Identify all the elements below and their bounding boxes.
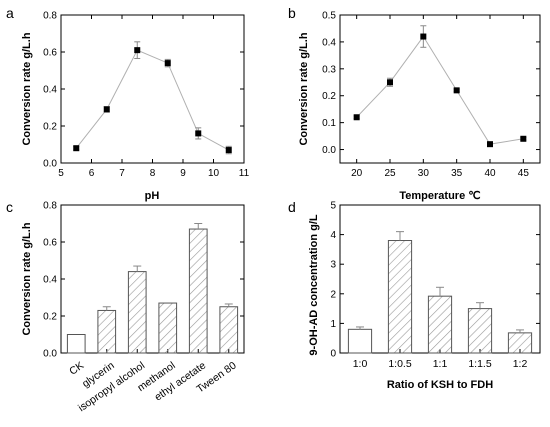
- panel-d-y-tick-label: 2: [330, 289, 336, 300]
- panel-c-y-tick-label: 0.2: [43, 312, 57, 323]
- panel-b-series-line: [356, 35, 524, 145]
- panel-d: d 0 1 2 3 4 5 9-OH-AD concentration g/L Ratio…: [288, 199, 541, 391]
- panel-b-x-tick-label: 35: [451, 168, 463, 179]
- panel-c-bar: [188, 228, 208, 354]
- panel-d-category-label: 1:1.5: [468, 358, 492, 370]
- panel-d-y-tick-label: 1: [330, 319, 336, 330]
- panel-d-category-label: 1:0.5: [388, 358, 412, 370]
- panel-a-x-tick-label: 5: [58, 168, 64, 179]
- panel-b-y-tick-label: 0.5: [322, 11, 336, 22]
- panel-c-y-tick-label: 0.6: [43, 238, 57, 249]
- panel-b-data-point: [420, 33, 427, 40]
- panel-c: c 0.0 0.2 0.4 0.6 0.8 Conversion rate g/L.h: [6, 199, 245, 360]
- panel-b-frame: [339, 14, 541, 164]
- panel-c-bar: [127, 271, 147, 354]
- panel-a-x-tick-label: 10: [208, 168, 220, 179]
- panel-c-letter: c: [6, 199, 13, 215]
- panel-a-data-point: [225, 147, 232, 154]
- panel-a-y-tick-label: 0.2: [43, 122, 57, 133]
- panel-b-y-tick-label: 0.1: [322, 118, 336, 129]
- panel-d-y-tick-label: 4: [330, 230, 336, 241]
- panel-a-x-tick-label: 7: [119, 168, 125, 179]
- panel-b-data-point: [520, 135, 527, 142]
- panel-b-y-tick-label: 0.0: [322, 145, 336, 156]
- panel-a-x-tick-label: 11: [239, 168, 250, 179]
- panel-d-bar: [507, 332, 533, 354]
- panel-d-bar: [387, 240, 413, 354]
- panel-c-category-label: CK: [67, 360, 86, 378]
- panel-a-y-tick-label: 0.0: [43, 159, 57, 170]
- panel-d-category-label: 1:2: [513, 358, 528, 370]
- panel-d-bar: [427, 295, 453, 354]
- panel-a-y-axis-label: Conversion rate g/L.h: [21, 32, 33, 145]
- panel-b: b 0.0 0.1 0.2 0.3 0.4 0.5 20 25 30 35 40 45 Convers…: [288, 5, 541, 202]
- panel-d-x-axis-label: Ratio of KSH to FDH: [387, 379, 493, 391]
- panel-a: a 0.0 0.2 0.4 0.6 0.8 5 6 7 8 9 10 11 Conversion ra…: [6, 5, 250, 202]
- panel-a-frame: [60, 14, 245, 164]
- panel-d-bar: [347, 328, 373, 354]
- panel-d-y-tick-label: 3: [330, 260, 336, 271]
- panel-a-x-tick-label: 9: [180, 168, 186, 179]
- panel-c-bar: [158, 302, 178, 354]
- panel-b-data-point: [387, 79, 393, 86]
- panel-d-letter: d: [288, 199, 296, 215]
- panel-d-y-tick-label: 5: [330, 201, 336, 212]
- panel-b-x-tick-label: 30: [418, 168, 430, 179]
- panel-c-y-axis-label: Conversion rate g/L.h: [21, 222, 33, 335]
- panel-b-y-tick-label: 0.4: [322, 37, 336, 48]
- panel-d-y-tick-label: 0: [330, 349, 336, 360]
- panel-d-y-axis-label: 9-OH-AD concentration g/L: [308, 214, 320, 355]
- panel-a-data-point: [195, 130, 202, 137]
- panel-b-y-axis-label: Conversion rate g/L.h: [298, 32, 310, 145]
- panel-b-data-point: [353, 114, 360, 121]
- panel-a-series-line: [75, 49, 229, 151]
- panel-b-x-tick-label: 45: [518, 168, 530, 179]
- panel-c-bar: [66, 334, 86, 354]
- panel-b-letter: b: [288, 5, 296, 21]
- panel-b-x-axis-label: Temperature ℃: [399, 190, 480, 202]
- panel-b-y-tick-label: 0.2: [322, 91, 336, 102]
- panel-c-bar: [219, 306, 239, 354]
- panel-b-y-tick-label: 0.3: [322, 64, 336, 75]
- panel-a-data-point: [73, 145, 80, 152]
- panel-a-x-tick-label: 8: [150, 168, 156, 179]
- panel-c-y-tick-label: 0.0: [43, 349, 57, 360]
- panel-a-ticks: 0.0 0.2 0.4 0.6 0.8 5 6 7 8 9 10 11: [43, 11, 250, 180]
- panel-d-marks: 1:0 1:0.5 1:1 1:1.5 1:2: [347, 231, 533, 370]
- panel-a-marks: [73, 41, 232, 155]
- panel-b-x-tick-label: 40: [484, 168, 496, 179]
- panel-d-category-label: 1:0: [353, 358, 368, 370]
- panel-a-x-axis-label: pH: [145, 190, 160, 202]
- panel-c-y-tick-label: 0.8: [43, 201, 57, 212]
- panel-d-bar: [467, 308, 493, 354]
- panel-a-y-tick-label: 0.4: [43, 85, 57, 96]
- panel-c-y-tick-label: 0.4: [43, 275, 57, 286]
- panel-a-x-tick-label: 6: [89, 168, 95, 179]
- panel-a-letter: a: [6, 5, 14, 21]
- panel-c-bar: [97, 309, 117, 354]
- panel-a-y-tick-label: 0.6: [43, 48, 57, 59]
- panel-b-data-point: [487, 141, 493, 148]
- panel-c-frame: [60, 204, 245, 354]
- panel-a-y-tick-label: 0.8: [43, 11, 57, 22]
- panel-b-x-tick-label: 25: [384, 168, 396, 179]
- panel-b-x-tick-label: 20: [351, 168, 363, 179]
- panel-b-data-point: [453, 87, 460, 94]
- panel-b-ticks: 0.0 0.1 0.2 0.3 0.4 0.5 20 25 30 35 40 45: [322, 11, 540, 179]
- panel-a-data-point: [134, 47, 141, 54]
- panel-d-category-label: 1:1: [433, 358, 448, 370]
- panel-a-data-point: [164, 60, 171, 67]
- panel-a-data-point: [103, 106, 110, 113]
- panel-b-marks: [353, 25, 527, 148]
